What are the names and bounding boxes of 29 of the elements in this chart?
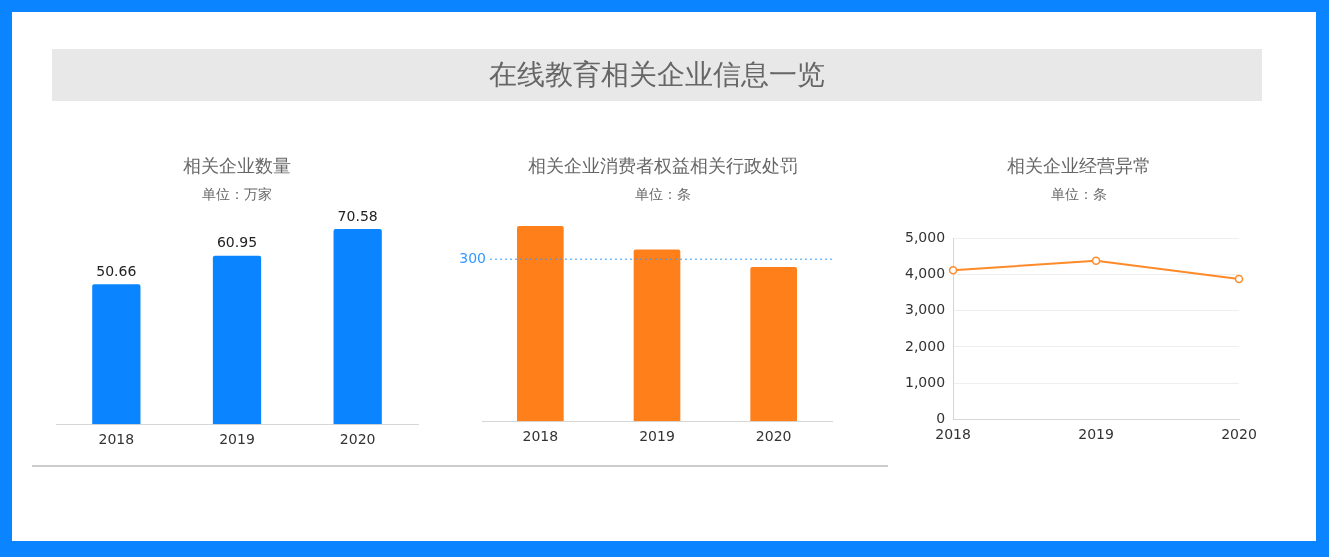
text: 在线教育相关企业信息一览 xyxy=(52,49,1262,101)
x-tick-label: 2018 xyxy=(935,426,971,443)
data-label: 60.95 xyxy=(216,234,258,251)
x-tick-label: 2018 xyxy=(522,428,559,445)
y-tick-label: 0 xyxy=(936,409,946,426)
x-tick-label: 2019 xyxy=(1078,426,1114,443)
x-tick-label: 2019 xyxy=(639,428,675,445)
chart-subtitle: 单位：条 xyxy=(1049,185,1108,204)
x-tick-label: 2018 xyxy=(98,431,135,448)
x-tick-label: 2020 xyxy=(1221,426,1257,443)
chart-title: 相关企业经营异常 xyxy=(1005,154,1152,178)
y-tick-label: 1,000 xyxy=(904,373,946,390)
y-tick-label: 4,000 xyxy=(904,265,946,282)
point xyxy=(948,265,958,275)
data-label: 50.66 xyxy=(96,262,137,279)
data-label: 70.58 xyxy=(337,207,378,224)
x-tick-label: 2020 xyxy=(339,431,376,448)
x-tick-label: 2019 xyxy=(219,431,255,448)
point xyxy=(1234,274,1244,284)
chart-subtitle: 单位：万家 xyxy=(201,185,273,204)
point xyxy=(1091,256,1101,266)
chart-title: 相关企业消费者权益相关行政处罚 xyxy=(527,154,799,178)
y-tick-label: 5,000 xyxy=(904,229,946,246)
y-tick-label: 2,000 xyxy=(904,337,946,354)
chart-title: 相关企业数量 xyxy=(182,154,292,178)
chart-subtitle: 单位：条 xyxy=(634,185,692,204)
y-tick-label: 3,000 xyxy=(904,301,946,318)
x-tick-label: 2020 xyxy=(755,428,792,445)
annotation: 300 xyxy=(459,249,486,266)
